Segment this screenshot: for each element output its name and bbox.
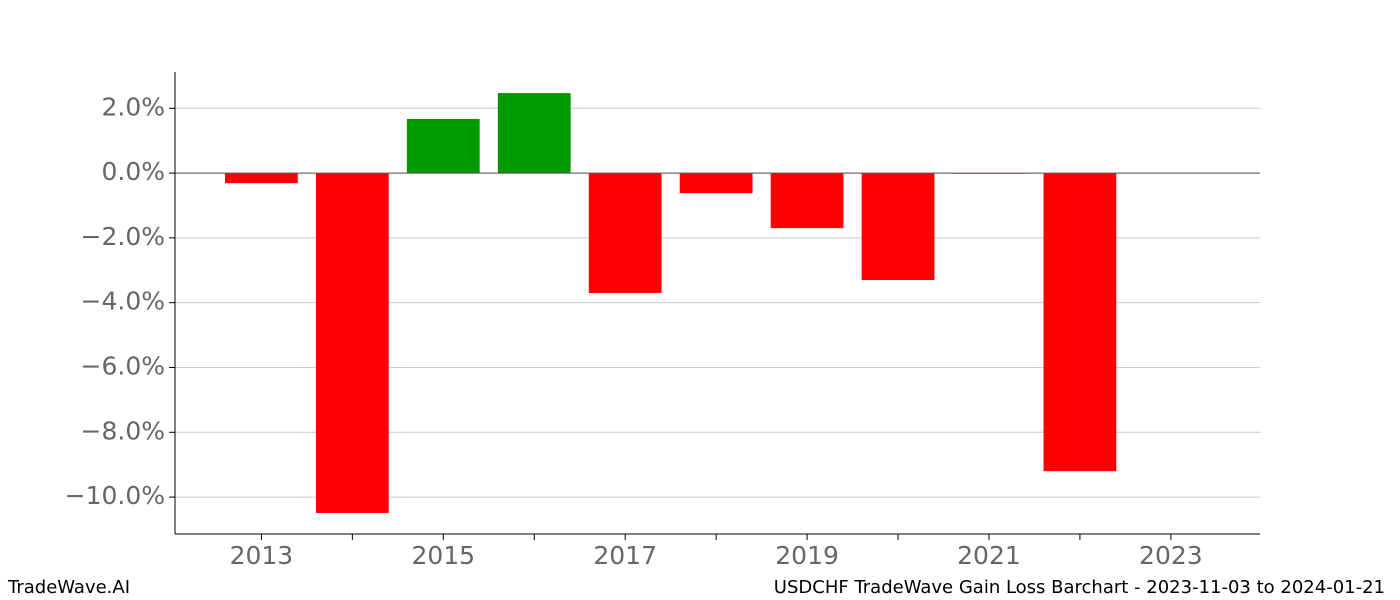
bar [861, 173, 935, 280]
bar [588, 173, 662, 293]
bar [770, 173, 844, 229]
y-tick-label: −10.0% [65, 481, 165, 510]
y-tick-label: 2.0% [101, 92, 165, 121]
x-tick-label: 2015 [411, 541, 475, 570]
x-tick-label: 2021 [957, 541, 1021, 570]
bar [679, 173, 753, 194]
y-tick-label: −4.0% [81, 287, 165, 316]
bar [497, 93, 571, 174]
y-tick-label: 0.0% [101, 157, 165, 186]
y-tick-label: −6.0% [81, 351, 165, 380]
bar [406, 118, 480, 174]
x-tick-label: 2013 [230, 541, 294, 570]
y-tick-label: −8.0% [81, 416, 165, 445]
x-tick-label: 2023 [1139, 541, 1203, 570]
brand: TradeWave.AI [7, 577, 130, 598]
bar [225, 173, 298, 184]
x-tick-label: 2019 [775, 541, 839, 570]
x-tick-label: 2017 [593, 541, 657, 570]
chart-title: USDCHF TradeWave Gain Loss Barchart - 20… [774, 577, 1385, 598]
y-tick-label: −2.0% [81, 222, 165, 251]
bar [315, 173, 389, 513]
bar [1043, 173, 1117, 472]
